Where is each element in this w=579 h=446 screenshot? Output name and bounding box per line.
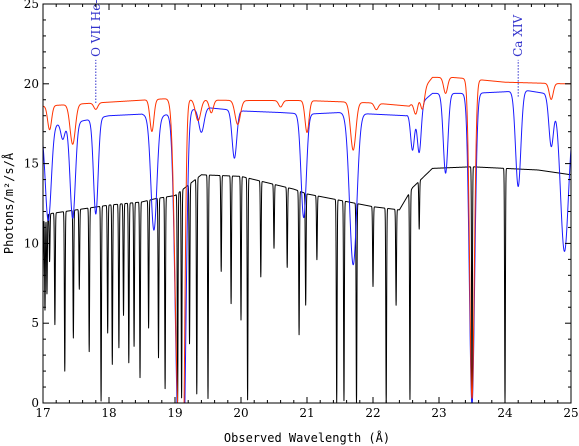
x-tick-label: 25 [563, 406, 578, 420]
x-tick-label: 22 [365, 406, 380, 420]
x-tick-label: 18 [101, 406, 116, 420]
x-tick-label: 19 [167, 406, 182, 420]
y-tick-label: 10 [24, 236, 39, 250]
series-line-red [42, 76, 572, 404]
y-axis-label: Photons/m²/s/Å [1, 152, 16, 254]
y-tick-label: 20 [24, 77, 39, 91]
series-line-black [42, 166, 572, 404]
x-axis-label: Observed Wavelength (Å) [224, 430, 390, 445]
y-tick-label: 15 [24, 157, 39, 171]
series-line-blue [42, 90, 572, 404]
x-tick-label: 24 [497, 406, 513, 420]
x-tick-label: 17 [35, 406, 50, 420]
annotation-layer: O VII He-γ Ca XIV [89, 0, 525, 103]
x-tick-label: 20 [233, 406, 248, 420]
x-tick-label: 23 [431, 406, 446, 420]
series-layer [42, 76, 572, 404]
y-tick-label: 5 [31, 316, 39, 330]
annotation-label: O VII He-γ [89, 0, 103, 57]
x-tick-label: 21 [299, 406, 314, 420]
y-tick-label: 25 [24, 0, 39, 11]
annotation-label: Ca XIV [511, 14, 525, 56]
ticks-layer: 17 18 19 20 21 22 23 24 25 0 5 10 15 20 25 [24, 0, 579, 420]
y-tick-label: 0 [31, 396, 39, 410]
